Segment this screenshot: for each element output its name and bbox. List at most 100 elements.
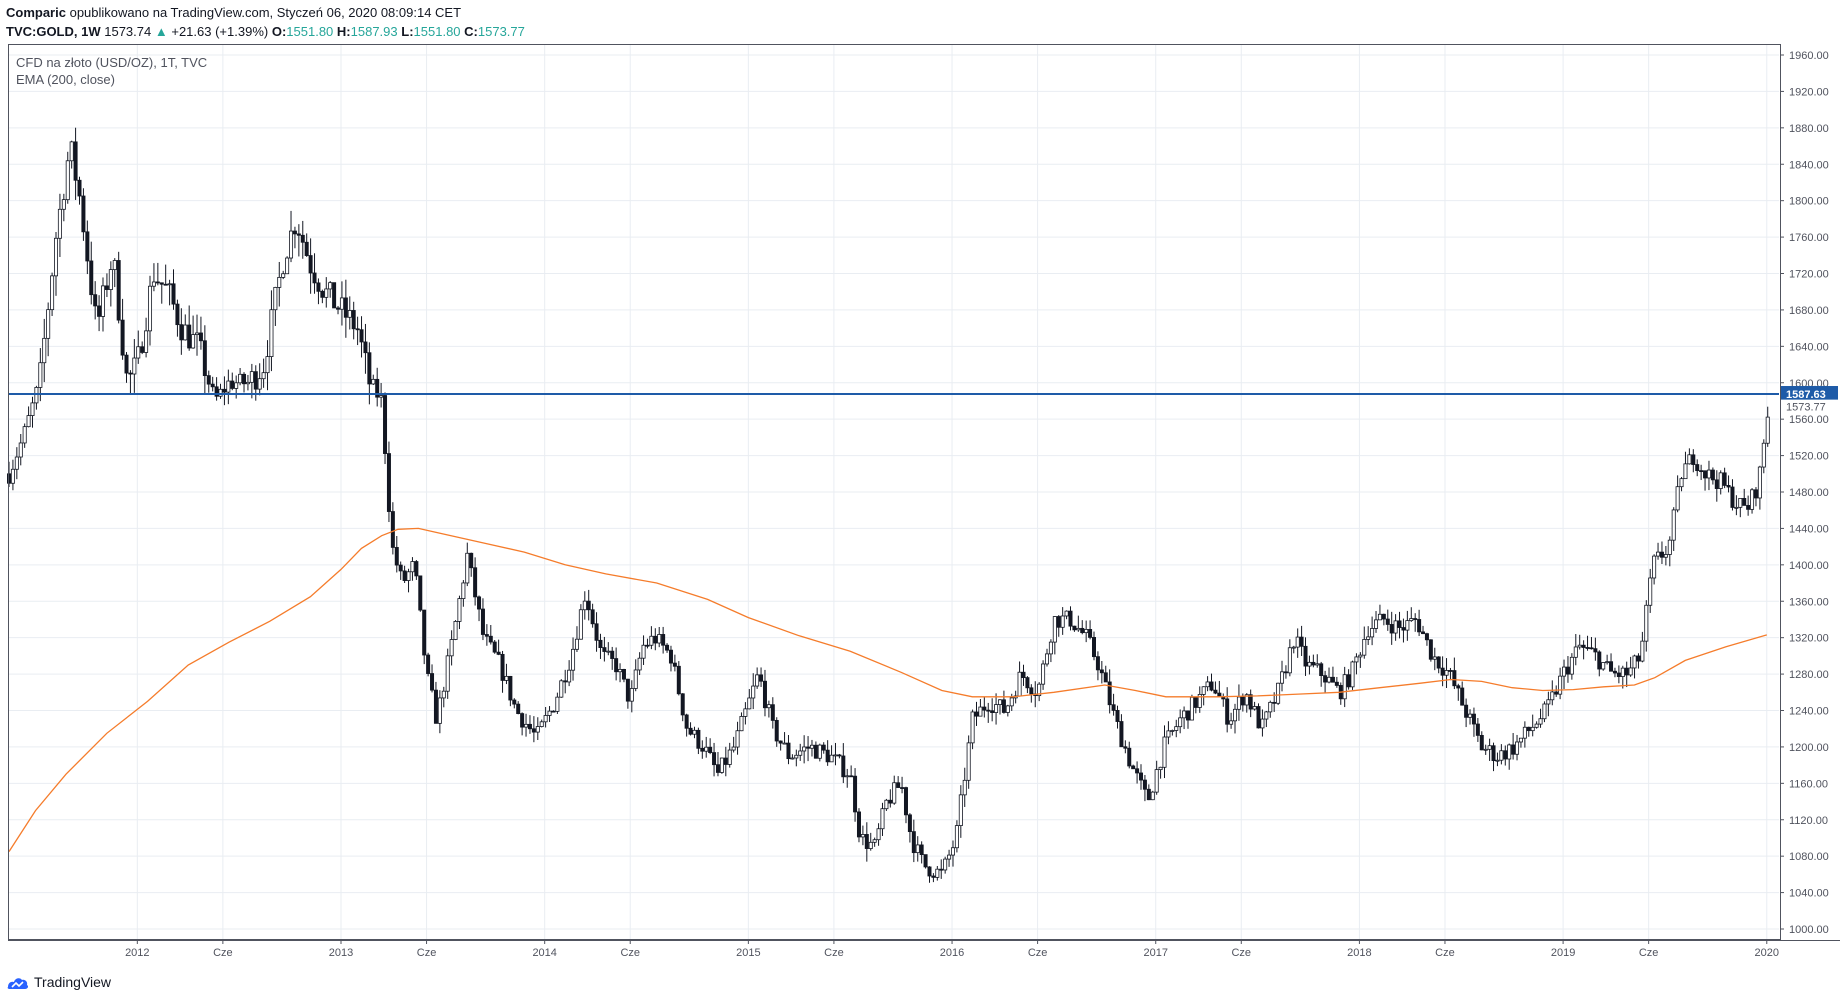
candle-body <box>614 658 619 673</box>
candle-body <box>1299 636 1304 647</box>
candle-body <box>214 386 219 397</box>
candle-body <box>1268 701 1273 713</box>
candle-body <box>723 757 728 765</box>
candle-body <box>903 787 908 816</box>
candle-body <box>731 746 736 751</box>
candle-body <box>563 680 568 683</box>
candle-body <box>1464 704 1469 718</box>
candle-body <box>1142 779 1147 790</box>
candle-body <box>151 281 156 287</box>
candle-body <box>653 635 658 644</box>
candle-body <box>806 746 811 749</box>
candle-body <box>1593 648 1598 653</box>
candle-body <box>453 621 458 640</box>
candle-body <box>676 665 681 695</box>
candle-body <box>1005 705 1010 713</box>
tradingview-footer[interactable]: TradingView <box>6 974 111 990</box>
candle-body <box>680 693 685 716</box>
last-price-label-bg <box>1780 399 1838 414</box>
candle-body <box>1158 766 1163 771</box>
candle-body <box>89 260 94 296</box>
legend-title[interactable]: CFD na złoto (USD/OZ), 1T, TVC <box>16 55 208 70</box>
price-tick-label: 1920.00 <box>1789 86 1829 98</box>
candle-body <box>974 711 979 717</box>
candle-body <box>1213 689 1218 694</box>
time-tick-label: Cze <box>213 947 233 959</box>
candle-body <box>508 675 513 701</box>
candle-body <box>367 352 372 385</box>
candle-body <box>375 378 380 398</box>
time-tick-label: Cze <box>1639 947 1659 959</box>
candle-body <box>42 337 47 364</box>
candle-body <box>598 639 603 648</box>
candle-body <box>1252 706 1257 710</box>
candle-body <box>1483 748 1488 751</box>
candle-body <box>1761 442 1766 468</box>
candle-body <box>919 844 924 856</box>
candle-body <box>602 647 607 652</box>
price-tick-label: 1120.00 <box>1789 815 1828 827</box>
candle-body <box>1225 698 1230 725</box>
candle-body <box>1456 685 1461 689</box>
time-tick-label: Cze <box>417 947 437 959</box>
candle-body <box>1052 616 1057 643</box>
candle-body <box>226 380 231 393</box>
candle-body <box>594 623 599 641</box>
time-axis[interactable]: 2012 Cze 2013 Cze 2014 Cze 2015 Cze 2016 Cze 2017 C… <box>125 940 1779 959</box>
author-name[interactable]: Comparic <box>6 5 66 20</box>
candle-body <box>1491 745 1496 762</box>
candle-body <box>159 282 164 285</box>
candle-body <box>406 571 411 581</box>
candle-body <box>1632 655 1637 669</box>
candle-body <box>1550 691 1555 701</box>
chart-header: Comparic opublikowano na TradingView.com… <box>6 3 525 41</box>
candle-body <box>285 257 290 275</box>
candle-body <box>187 324 192 349</box>
price-tick-label: 1440.00 <box>1789 523 1829 535</box>
candle-body <box>1041 663 1046 685</box>
candle-body <box>112 260 117 271</box>
candle-body <box>124 354 129 374</box>
candle-body <box>1695 464 1700 472</box>
candle-body <box>1718 472 1723 489</box>
candle-body <box>273 286 278 311</box>
time-tick-label: 2012 <box>125 947 149 959</box>
candle-body <box>649 635 654 646</box>
candle-body <box>853 775 858 813</box>
candle-body <box>1495 759 1500 762</box>
candle-body <box>872 839 877 843</box>
price-axis[interactable]: 1000.00 1040.00 1080.00 1120.00 1160.00 1200.… <box>1780 50 1838 936</box>
candle-body <box>1001 699 1006 713</box>
candle-body <box>719 757 724 773</box>
candle-body <box>332 282 337 309</box>
legend-indicator[interactable]: EMA (200, close) <box>16 72 115 87</box>
candle-body <box>426 654 431 674</box>
candle-body <box>210 383 215 388</box>
candle-body <box>625 678 630 702</box>
candle-body <box>1330 676 1335 683</box>
candle-body <box>1209 681 1214 691</box>
candle-body <box>668 649 673 664</box>
candle-body <box>633 669 638 689</box>
candle-body <box>242 373 247 385</box>
candle-body <box>1683 463 1688 480</box>
candle-body <box>1620 667 1625 677</box>
candle-body <box>1597 651 1602 670</box>
candle-body <box>457 598 462 622</box>
candle-body <box>841 755 846 778</box>
candle-body <box>1029 687 1034 695</box>
candle-body <box>1260 718 1265 729</box>
candle-body <box>1123 746 1128 749</box>
candle-body <box>136 346 141 359</box>
candle-body <box>1534 723 1539 728</box>
candle-body <box>57 208 62 239</box>
candle-body <box>195 332 200 335</box>
price-tick-label: 1560.00 <box>1789 414 1829 426</box>
candle-body <box>34 387 39 404</box>
candle-body <box>1064 610 1069 617</box>
candle-body <box>1530 726 1535 732</box>
candle-body <box>629 688 634 702</box>
candle-body <box>1205 681 1210 688</box>
candle-body <box>477 596 482 610</box>
